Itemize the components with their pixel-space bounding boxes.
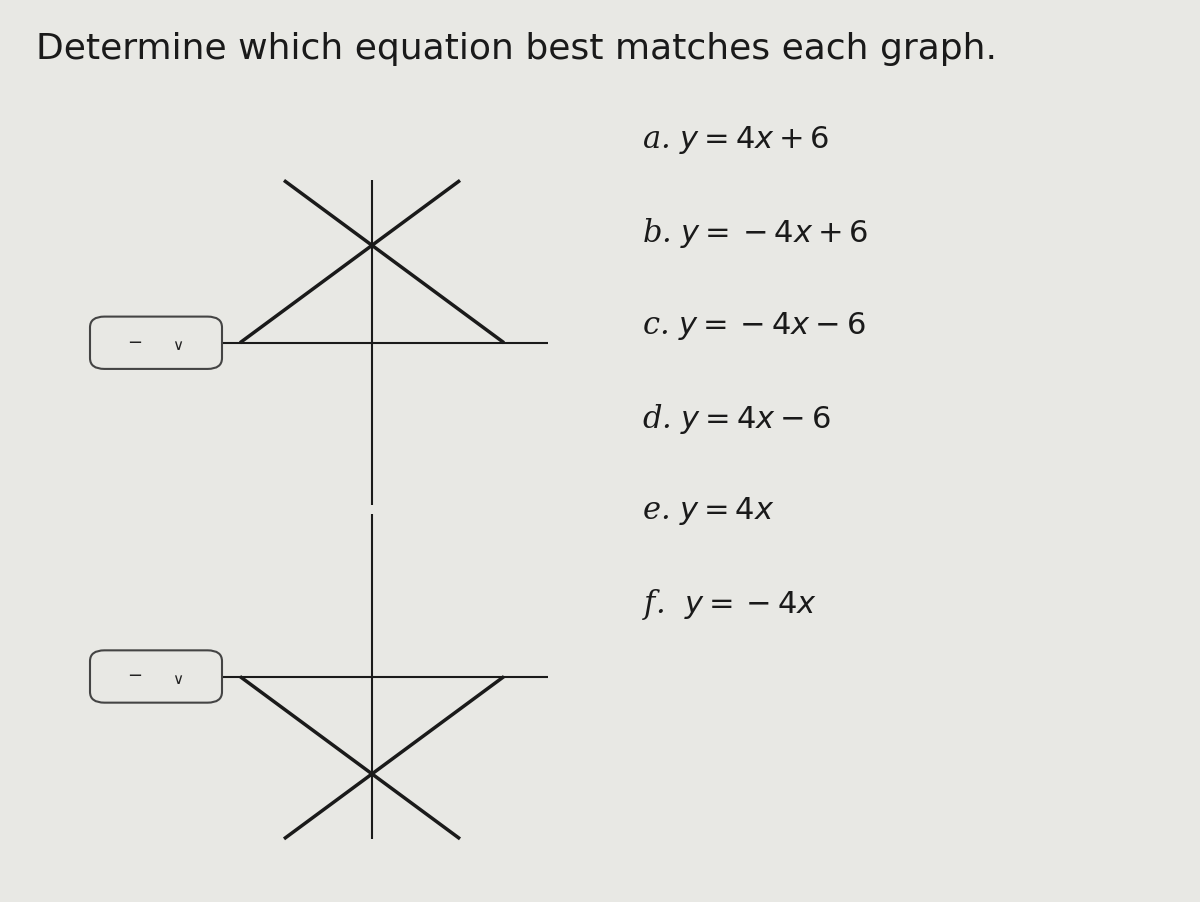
Text: a. $y = 4x + 6$: a. $y = 4x + 6$	[642, 124, 829, 156]
Text: f.  $y = -4x$: f. $y = -4x$	[642, 587, 817, 621]
Text: ∨: ∨	[172, 672, 184, 686]
FancyBboxPatch shape	[90, 317, 222, 369]
FancyBboxPatch shape	[90, 650, 222, 703]
Text: −: −	[127, 334, 142, 352]
Text: e. $y = 4x$: e. $y = 4x$	[642, 495, 775, 528]
Text: Determine which equation best matches each graph.: Determine which equation best matches ea…	[36, 32, 997, 66]
Text: b. $y = -4x + 6$: b. $y = -4x + 6$	[642, 216, 869, 250]
Text: c. $y = -4x - 6$: c. $y = -4x - 6$	[642, 309, 865, 342]
Text: −: −	[127, 667, 142, 686]
Text: ∨: ∨	[172, 338, 184, 353]
Text: d. $y = 4x - 6$: d. $y = 4x - 6$	[642, 401, 830, 436]
